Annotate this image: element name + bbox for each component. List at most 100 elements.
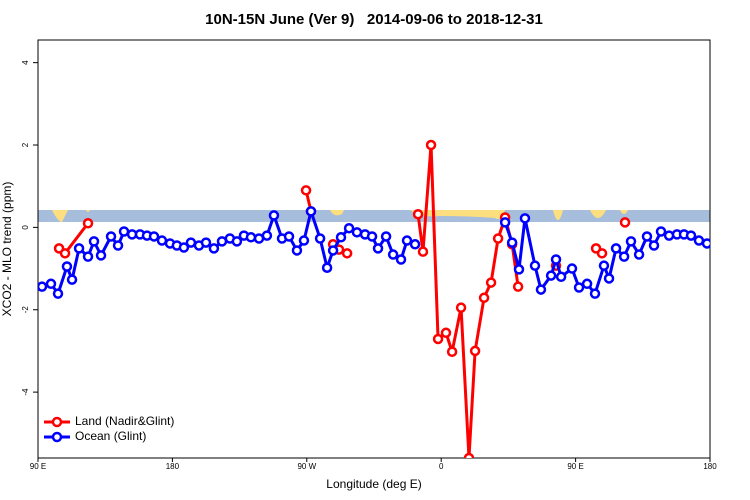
point <box>82 251 94 262</box>
point <box>321 262 333 273</box>
point <box>59 248 71 259</box>
point <box>469 345 481 357</box>
point <box>291 245 303 256</box>
point <box>589 288 601 299</box>
point <box>417 246 429 257</box>
point <box>663 230 675 241</box>
point <box>701 238 710 249</box>
y-tick-label: 2 <box>21 142 30 147</box>
point <box>499 217 511 228</box>
point <box>598 260 610 271</box>
x-axis-label: Longitude (deg E) <box>326 477 421 491</box>
point <box>112 240 124 251</box>
point <box>478 292 490 304</box>
point <box>395 254 407 265</box>
point <box>566 263 578 274</box>
point <box>513 264 525 275</box>
point <box>105 231 117 242</box>
point <box>633 249 645 260</box>
y-tick-label: 0 <box>21 225 30 230</box>
point <box>314 233 326 244</box>
band-patch <box>52 210 628 222</box>
point <box>185 237 197 248</box>
point <box>550 254 562 265</box>
point <box>380 231 392 242</box>
y-axis-label: XCO2 - MLO trend (ppm) <box>0 182 14 317</box>
point <box>641 231 653 242</box>
point <box>341 248 353 259</box>
series-line <box>416 144 520 458</box>
point <box>446 346 458 357</box>
point <box>148 231 160 242</box>
plot-area <box>38 139 710 458</box>
point <box>45 278 57 290</box>
y-tick-label: -4 <box>21 388 30 396</box>
point <box>61 261 73 272</box>
point <box>555 271 567 283</box>
point <box>73 243 85 254</box>
point <box>335 232 347 243</box>
x-tick-label: 0 <box>439 462 444 471</box>
point <box>545 270 557 281</box>
point <box>156 235 168 246</box>
point <box>512 281 524 292</box>
legend-label: Land (Nadir&Glint) <box>75 414 174 428</box>
point <box>610 243 622 254</box>
point <box>432 333 444 345</box>
point <box>506 237 518 248</box>
point <box>625 236 637 247</box>
point <box>412 208 424 220</box>
point <box>581 278 593 290</box>
point <box>463 452 475 458</box>
legend-label: Ocean (Glint) <box>75 429 146 443</box>
point <box>619 217 631 228</box>
point <box>327 245 339 256</box>
point <box>305 206 317 217</box>
y-tick-label: -2 <box>21 306 30 314</box>
point <box>200 237 212 248</box>
point <box>492 233 504 244</box>
point <box>387 249 399 260</box>
point <box>366 231 378 242</box>
band <box>38 210 710 222</box>
x-tick-label: 90 E <box>567 462 583 471</box>
point <box>231 236 243 247</box>
x-tick-label: 90 W <box>297 462 316 471</box>
point <box>208 243 220 254</box>
point <box>648 240 660 251</box>
point <box>261 230 273 241</box>
point <box>693 235 705 246</box>
point <box>596 248 608 259</box>
point <box>573 282 585 293</box>
point <box>38 281 48 292</box>
point <box>519 213 531 224</box>
point <box>82 218 94 229</box>
point <box>529 260 541 271</box>
legend-marker <box>51 431 63 443</box>
point <box>425 139 437 151</box>
point <box>52 288 64 299</box>
point <box>372 243 384 254</box>
point <box>245 232 257 243</box>
point <box>603 273 615 284</box>
point <box>440 327 452 339</box>
legend-marker <box>51 416 63 428</box>
point <box>300 185 312 196</box>
point <box>88 236 100 247</box>
point <box>118 226 130 237</box>
point <box>283 231 295 242</box>
point <box>268 210 280 221</box>
y-tick-label: 4 <box>21 60 30 65</box>
x-tick-label: 90 E <box>30 462 46 471</box>
background-band <box>38 210 710 222</box>
point <box>685 230 697 241</box>
point <box>178 242 190 253</box>
point <box>66 274 78 285</box>
point <box>401 235 413 246</box>
point <box>535 284 547 295</box>
point <box>485 277 497 288</box>
x-tick-label: 180 <box>703 462 717 471</box>
point <box>351 227 363 238</box>
x-tick-label: 180 <box>166 462 180 471</box>
